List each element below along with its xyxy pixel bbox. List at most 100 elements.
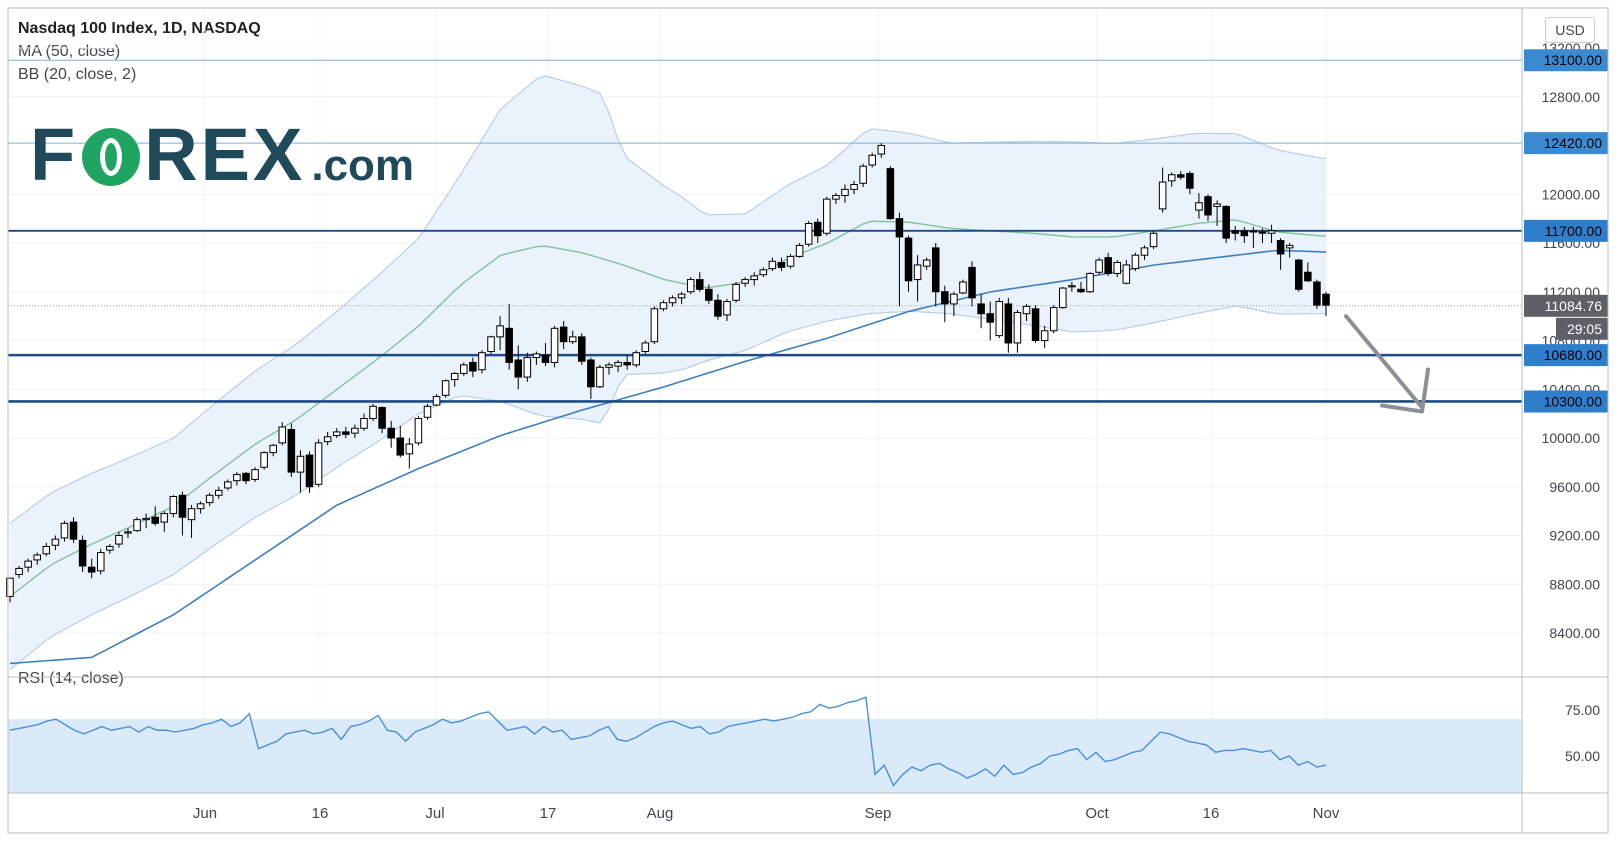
candle-up[interactable] xyxy=(841,188,849,196)
candle-up[interactable] xyxy=(106,545,114,551)
candle-up[interactable] xyxy=(296,455,305,473)
candle-up[interactable] xyxy=(224,481,232,489)
candle-up[interactable] xyxy=(251,469,259,480)
candle-down[interactable] xyxy=(886,168,895,220)
rsi-legend[interactable]: RSI (14, close) xyxy=(18,670,124,687)
candle-up[interactable] xyxy=(550,327,559,363)
candle-down[interactable] xyxy=(578,336,586,362)
candle-up[interactable] xyxy=(233,474,241,482)
candle-up[interactable] xyxy=(668,297,677,304)
candle-up[interactable] xyxy=(169,496,178,515)
candle-up[interactable] xyxy=(351,427,359,434)
candle-down[interactable] xyxy=(1276,240,1285,255)
candle-up[interactable] xyxy=(823,198,831,234)
candle-down[interactable] xyxy=(305,454,314,488)
candle-up[interactable] xyxy=(42,545,51,555)
candle-up[interactable] xyxy=(532,353,541,359)
candle-down[interactable] xyxy=(469,361,477,372)
candle-up[interactable] xyxy=(523,357,532,378)
candle-up[interactable] xyxy=(759,269,768,276)
candle-down[interactable] xyxy=(623,361,631,366)
candle-up[interactable] xyxy=(423,405,432,418)
candle-down[interactable] xyxy=(1322,293,1330,306)
candle-down[interactable] xyxy=(559,326,568,343)
candle-up[interactable] xyxy=(1195,202,1203,211)
candle-up[interactable] xyxy=(51,538,60,546)
bb-legend[interactable]: BB (20, close, 2) xyxy=(18,66,137,83)
candle-down[interactable] xyxy=(87,566,96,573)
candle-down[interactable] xyxy=(287,428,296,473)
candle-up[interactable] xyxy=(795,244,804,257)
candle-up[interactable] xyxy=(1140,247,1149,256)
candle-up[interactable] xyxy=(632,352,641,366)
candle-down[interactable] xyxy=(1031,308,1040,341)
candle-down[interactable] xyxy=(1295,259,1303,290)
candle-up[interactable] xyxy=(1086,272,1094,293)
candle-up[interactable] xyxy=(432,396,441,406)
candle-up[interactable] xyxy=(686,279,695,293)
candle-up[interactable] xyxy=(260,452,268,468)
candle-up[interactable] xyxy=(605,364,613,368)
candle-down[interactable] xyxy=(1313,281,1321,306)
candle-down[interactable] xyxy=(977,303,985,315)
candle-up[interactable] xyxy=(614,361,622,367)
candle-down[interactable] xyxy=(1222,205,1230,239)
candle-up[interactable] xyxy=(487,336,495,352)
candle-up[interactable] xyxy=(1059,287,1067,309)
candle-down[interactable] xyxy=(695,279,704,290)
candle-up[interactable] xyxy=(868,154,876,166)
candle-up[interactable] xyxy=(913,264,922,281)
candle-down[interactable] xyxy=(1231,230,1240,234)
candle-up[interactable] xyxy=(959,281,967,294)
candle-down[interactable] xyxy=(151,516,159,524)
candle-down[interactable] xyxy=(178,494,187,518)
candle-up[interactable] xyxy=(278,426,287,444)
rsi-line[interactable] xyxy=(9,696,1327,787)
candle-up[interactable] xyxy=(741,279,749,284)
candle-up[interactable] xyxy=(1022,305,1031,315)
candle-down[interactable] xyxy=(1304,271,1312,282)
candle-up[interactable] xyxy=(124,531,132,534)
candle-up[interactable] xyxy=(786,255,795,267)
candle-down[interactable] xyxy=(1204,196,1212,216)
candle-up[interactable] xyxy=(768,260,777,270)
candle-down[interactable] xyxy=(968,266,976,299)
candle-up[interactable] xyxy=(995,301,1004,337)
candle-up[interactable] xyxy=(314,442,323,485)
candle-up[interactable] xyxy=(1040,330,1049,341)
candle-down[interactable] xyxy=(705,288,713,301)
currency-badge[interactable]: USD xyxy=(1545,17,1595,43)
candle-up[interactable] xyxy=(115,535,123,545)
candle-up[interactable] xyxy=(641,342,650,352)
candle-down[interactable] xyxy=(1004,303,1013,344)
candle-down[interactable] xyxy=(387,427,395,439)
candle-up[interactable] xyxy=(1122,264,1131,284)
candle-up[interactable] xyxy=(214,489,223,496)
candle-up[interactable] xyxy=(677,293,686,299)
candle-down[interactable] xyxy=(1249,230,1258,233)
candle-up[interactable] xyxy=(96,552,105,572)
candle-down[interactable] xyxy=(1177,174,1185,178)
candle-down[interactable] xyxy=(1077,288,1085,293)
candle-up[interactable] xyxy=(441,380,450,396)
candle-up[interactable] xyxy=(1167,174,1176,182)
candle-up[interactable] xyxy=(405,443,414,455)
candle-up[interactable] xyxy=(269,444,277,454)
candle-down[interactable] xyxy=(1186,173,1194,189)
candle-up[interactable] xyxy=(478,352,486,371)
candle-up[interactable] xyxy=(460,364,468,374)
candle-up[interactable] xyxy=(196,503,205,510)
candle-up[interactable] xyxy=(15,567,23,575)
candle-up[interactable] xyxy=(1158,181,1167,210)
candle-down[interactable] xyxy=(514,359,523,378)
candle-up[interactable] xyxy=(6,577,14,597)
candle-down[interactable] xyxy=(904,237,913,282)
candle-down[interactable] xyxy=(813,221,822,237)
candle-up[interactable] xyxy=(450,372,459,380)
candle-up[interactable] xyxy=(650,308,659,343)
candle-up[interactable] xyxy=(187,508,196,521)
candle-down[interactable] xyxy=(931,247,940,293)
candle-down[interactable] xyxy=(895,218,904,238)
candle-down[interactable] xyxy=(986,313,994,323)
candle-up[interactable] xyxy=(1267,230,1276,234)
